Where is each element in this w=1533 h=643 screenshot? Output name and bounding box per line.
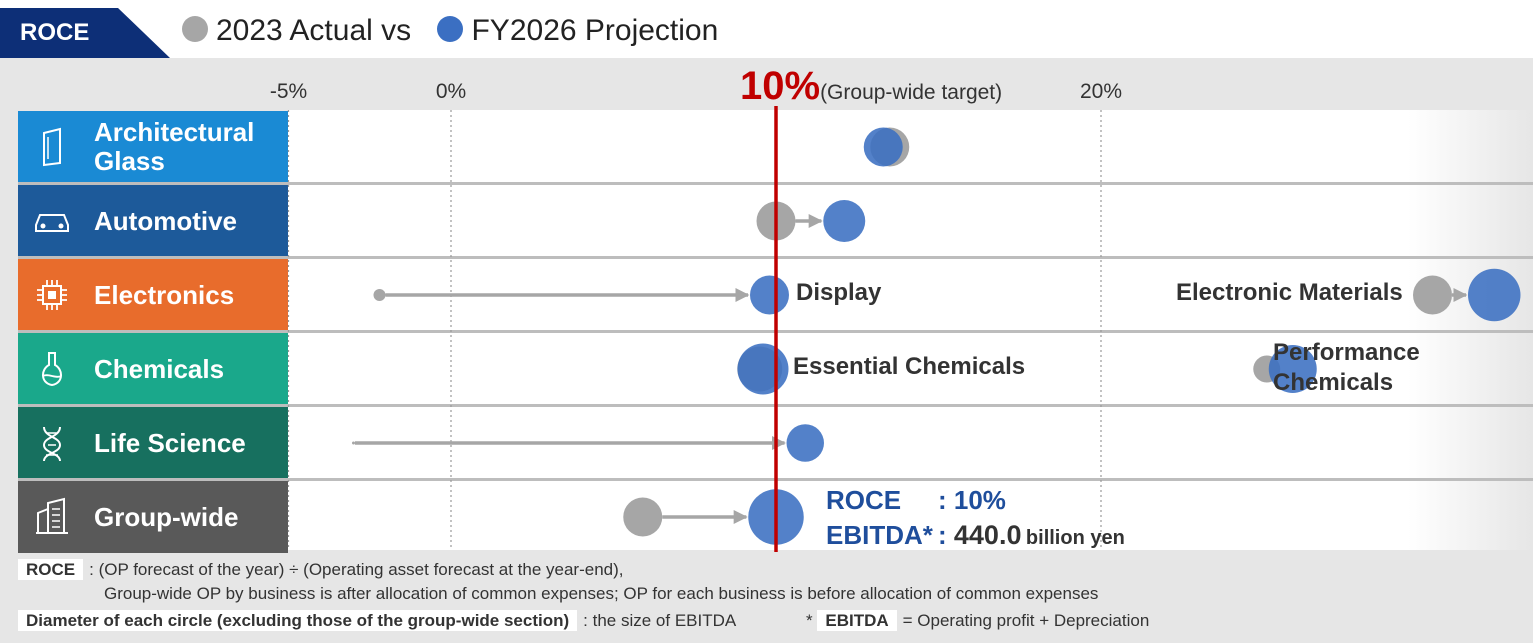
label-essential-chemicals: Essential Chemicals [793, 353, 1026, 380]
label-display: Display [796, 279, 882, 306]
summary-ebitda-colon: : [938, 520, 954, 550]
category-architectural-glass: Architectural Glass [18, 111, 288, 183]
dna-icon [32, 423, 72, 463]
actual-bubble-group-wide [623, 497, 663, 537]
building-icon [32, 497, 72, 537]
summary-ebitda-value: 440.0 [953, 520, 1022, 550]
footnote-ebitda-key: EBITDA [817, 610, 897, 631]
footnote-ebitda-def: = Operating profit + Depreciation [902, 611, 1150, 630]
flask-icon [32, 349, 72, 389]
category-label: Architectural Glass [94, 117, 255, 176]
footnote-roce-key: ROCE [18, 559, 84, 580]
actual-bubble-display [373, 289, 386, 301]
category-automotive: Automotive [18, 185, 288, 257]
actual-legend-dot [182, 16, 208, 42]
group-summary: ROCE: 10% EBITDA*: 440.0 billion yen [826, 485, 1125, 555]
projection-bubble-electronic-materials [1468, 268, 1521, 322]
car-icon [32, 201, 72, 241]
footnote-roce: ROCE : (OP forecast of the year) ÷ (Opera… [18, 559, 624, 580]
target-note: (Group-wide target) [820, 81, 1003, 104]
actual-bubble-electronic-materials [1413, 275, 1452, 315]
summary-ebitda-unit: billion yen [1025, 527, 1125, 549]
legend-actual: 2023 Actual vs [216, 14, 412, 47]
chip-icon [32, 275, 72, 315]
projection-bubble-architectural-glass [863, 127, 903, 167]
window-icon [32, 127, 72, 167]
projection-bubble-display [750, 275, 789, 315]
footnote-roce-def2: Group-wide OP by business is after alloc… [104, 584, 1099, 603]
chart-legend-title: 2023 Actual vs FY2026 Projection [182, 14, 718, 48]
footnote-diameter: Diameter of each circle (excluding those… [18, 610, 737, 631]
category-group-wide: Group-wide [18, 481, 288, 553]
summary-ebitda-label: EBITDA* [826, 520, 933, 550]
category-label: Life Science [94, 427, 246, 458]
footnote-ebitda: * EBITDA = Operating profit + Depreciatio… [806, 610, 1150, 631]
label-electronic-materials: Electronic Materials [1176, 279, 1403, 306]
summary-roce-value: 10% [953, 485, 1006, 515]
category-electronics: Electronics [18, 259, 288, 331]
projection-bubble-essential-chemicals [737, 343, 789, 395]
summary-roce-label: ROCE [826, 485, 902, 515]
projection-legend-dot [437, 16, 464, 42]
category-label: Automotive [94, 205, 237, 236]
roce-tag-label: ROCE [20, 19, 90, 46]
projection-bubble-performance-chemicals [1268, 345, 1317, 393]
category-label: Chemicals [94, 353, 225, 384]
target-value: 10% [740, 64, 821, 108]
projection-bubble-life-science [786, 424, 824, 462]
tick-label-0: -5% [269, 80, 308, 103]
tick-label-2: 20% [1079, 80, 1123, 103]
footnote-ebitda-star: * [806, 611, 813, 630]
label-performance-chemicals: Performance Chemicals [1273, 339, 1420, 396]
category-chemicals: Chemicals [18, 333, 288, 405]
summary-roce-colon: : [938, 485, 954, 515]
footnote-diameter-def: : the size of EBITDA [583, 611, 737, 630]
target-label: 10%(Group-wide target) [740, 64, 1002, 109]
category-label: Electronics [94, 279, 235, 310]
category-label: Group-wide [94, 501, 239, 532]
footnote-diameter-key: Diameter of each circle (excluding those… [18, 610, 578, 631]
projection-bubble-automotive [823, 200, 866, 242]
actual-bubble-life-science [352, 441, 355, 445]
tick-label-1: 0% [435, 80, 467, 103]
footnote-roce-def: : (OP forecast of the year) ÷ (Operating… [89, 560, 624, 579]
legend-projection: FY2026 Projection [471, 14, 719, 47]
category-life-science: Life Science [18, 407, 288, 479]
